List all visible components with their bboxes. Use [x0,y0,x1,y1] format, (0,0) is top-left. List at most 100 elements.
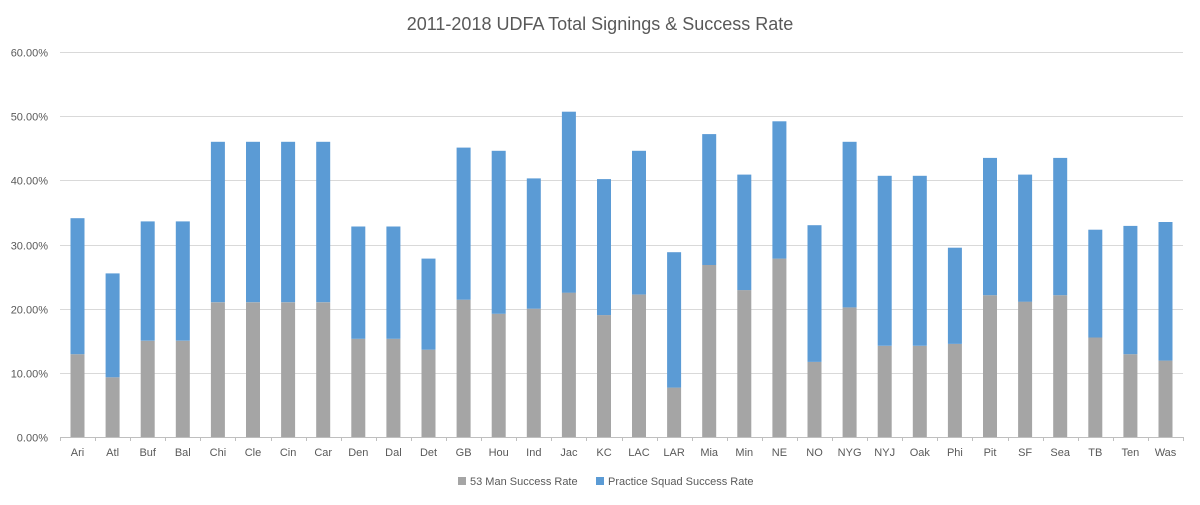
bar-oak-53-man[interactable] [912,345,927,437]
bar-det-practice-squad[interactable] [421,258,436,350]
x-tick-label: Chi [210,447,227,459]
bar-kc-practice-squad[interactable] [597,179,611,316]
bar-mia-practice-squad[interactable] [702,134,717,265]
bar-cle-53-man[interactable] [246,302,260,438]
y-axis: 0.00% 10.00% 20.00% 30.00% 40.00% 50.00% 60.00… [11,48,49,445]
bar-nyg-practice-squad[interactable] [842,141,857,308]
x-tick-label: LAC [628,447,649,459]
legend[interactable]: 53 Man Success Rate Practice Squad Succe… [458,476,754,488]
x-tick-label: Cle [245,447,262,459]
x-tick-label: Den [348,447,368,459]
x-tick-label: Sea [1050,447,1070,459]
bar-car-53-man[interactable] [316,302,331,438]
x-tick-label: GB [456,447,472,459]
bar-sea-practice-squad[interactable] [1053,157,1068,296]
x-tick-label: NYG [838,447,862,459]
bar-ind-practice-squad[interactable] [526,178,541,309]
bar-no-practice-squad[interactable] [807,225,822,362]
bar-cin-practice-squad[interactable] [281,141,296,303]
bar-bal-53-man[interactable] [175,340,190,438]
bar-phi-practice-squad[interactable] [947,247,962,344]
bar-mia-53-man[interactable] [702,265,717,437]
x-tick-label: NO [806,447,823,459]
bar-min-53-man[interactable] [737,290,752,437]
y-tick-label: 20.00% [11,305,49,317]
bar-bal-practice-squad[interactable] [175,221,190,341]
x-tick-label: Pit [984,447,997,459]
bar-hou-53-man[interactable] [491,313,506,437]
bar-atl-practice-squad[interactable] [105,273,120,378]
bar-ten-53-man[interactable] [1123,354,1138,437]
bar-tb-practice-squad[interactable] [1088,229,1103,338]
bar-kc-53-man[interactable] [597,315,611,437]
bar-gb-practice-squad[interactable] [456,147,471,300]
bar-no-53-man[interactable] [807,361,822,437]
bar-ne-53-man[interactable] [772,258,787,437]
bar-chi-53-man[interactable] [210,302,225,438]
legend-label-practice-squad: Practice Squad Success Rate [608,476,754,488]
bar-oak-practice-squad[interactable] [912,175,927,346]
bar-cin-53-man[interactable] [281,302,296,438]
bar-dal-53-man[interactable] [386,338,401,437]
x-tick-label: Mia [700,447,719,459]
legend-label-53-man: 53 Man Success Rate [470,476,578,488]
x-tick-label: Was [1155,447,1177,459]
x-tick-label: Cin [280,447,297,459]
x-tick-label: Bal [175,447,191,459]
x-tick-label: Oak [910,447,931,459]
bar-phi-53-man[interactable] [947,344,962,437]
bar-ari-53-man[interactable] [70,354,85,437]
x-axis: Ari Atl Buf Bal Chi Cle Cin Car Den Dal Det GB Hou In… [60,437,1184,459]
x-tick-label: NYJ [874,447,895,459]
x-tick-label: Atl [106,447,119,459]
bar-ne-practice-squad[interactable] [772,121,787,259]
bar-lac-practice-squad[interactable] [632,150,646,295]
bar-hou-practice-squad[interactable] [491,150,506,314]
x-tick-label: Hou [489,447,509,459]
bar-car-practice-squad[interactable] [316,141,331,303]
bar-nyg-53-man[interactable] [842,307,857,437]
bar-den-53-man[interactable] [351,338,366,437]
bar-dal-practice-squad[interactable] [386,226,401,339]
x-tick-label: SF [1018,447,1032,459]
bar-ari-practice-squad[interactable] [70,218,85,355]
bar-ten-practice-squad[interactable] [1123,225,1138,355]
bar-pit-53-man[interactable] [983,295,997,437]
bar-nyj-practice-squad[interactable] [877,175,892,346]
x-tick-label: KC [596,447,611,459]
bar-sf-53-man[interactable] [1018,301,1033,437]
bar-jac-practice-squad[interactable] [561,111,576,293]
bar-min-practice-squad[interactable] [737,174,752,291]
y-tick-label: 0.00% [17,433,48,445]
bar-chi-practice-squad[interactable] [210,141,225,303]
x-tick-label: Min [735,447,753,459]
bar-pit-practice-squad[interactable] [983,157,997,296]
bar-was-53-man[interactable] [1158,360,1173,437]
x-tick-label: Det [420,447,437,459]
x-tick-label: Ari [71,447,84,459]
bar-buf-practice-squad[interactable] [140,221,155,341]
chart-title: 2011-2018 UDFA Total Signings & Success … [407,14,794,34]
bar-lac-53-man[interactable] [632,294,646,437]
y-tick-label: 60.00% [11,48,49,60]
legend-swatch-53-man [458,477,466,485]
bar-buf-53-man[interactable] [140,340,155,438]
bar-tb-53-man[interactable] [1088,337,1103,438]
x-tick-label: Jac [560,447,578,459]
bar-atl-53-man[interactable] [105,377,120,437]
bar-sf-practice-squad[interactable] [1018,174,1033,302]
y-tick-label: 30.00% [11,241,49,253]
bar-gb-53-man[interactable] [456,299,471,437]
bar-ind-53-man[interactable] [526,308,541,437]
bar-den-practice-squad[interactable] [351,226,366,339]
bar-jac-53-man[interactable] [561,292,576,437]
bar-lar-practice-squad[interactable] [667,252,682,388]
bar-det-53-man[interactable] [421,349,436,437]
bar-nyj-53-man[interactable] [877,345,892,437]
bar-lar-53-man[interactable] [667,387,682,437]
bar-was-practice-squad[interactable] [1158,222,1173,361]
bars [70,111,1173,438]
bar-sea-53-man[interactable] [1053,295,1068,437]
x-tick-label: Car [314,447,332,459]
bar-cle-practice-squad[interactable] [246,141,260,303]
